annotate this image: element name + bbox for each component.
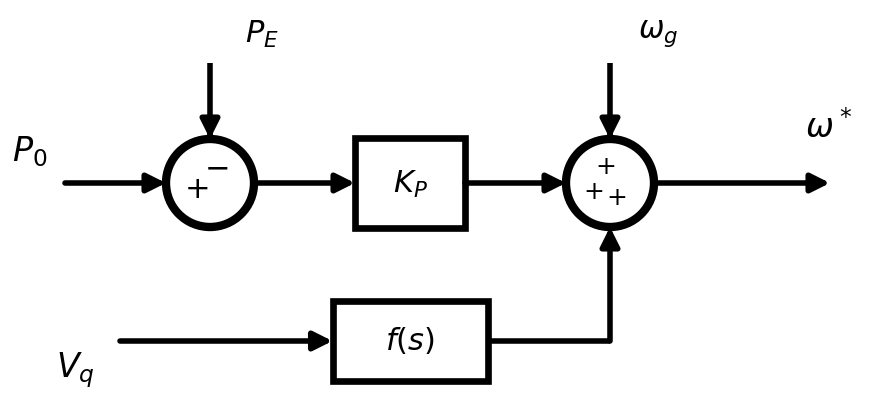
Text: $+$: $+$ — [582, 180, 602, 204]
Text: $P_E$: $P_E$ — [245, 19, 279, 50]
Text: $+$: $+$ — [183, 175, 208, 204]
Bar — [332, 301, 487, 381]
Circle shape — [566, 140, 653, 228]
Bar — [354, 139, 465, 228]
Text: $f(s)$: $f(s)$ — [385, 326, 434, 357]
Text: $P_0$: $P_0$ — [12, 134, 47, 169]
Text: $V_q$: $V_q$ — [55, 349, 95, 389]
Text: $\omega_g$: $\omega_g$ — [638, 19, 678, 50]
Text: $-$: $-$ — [203, 153, 228, 182]
Text: $+$: $+$ — [595, 154, 615, 178]
Circle shape — [166, 140, 253, 228]
Text: $\omega^*$: $\omega^*$ — [804, 110, 851, 145]
Text: $+$: $+$ — [605, 185, 625, 209]
Text: $K_P$: $K_P$ — [392, 168, 427, 199]
